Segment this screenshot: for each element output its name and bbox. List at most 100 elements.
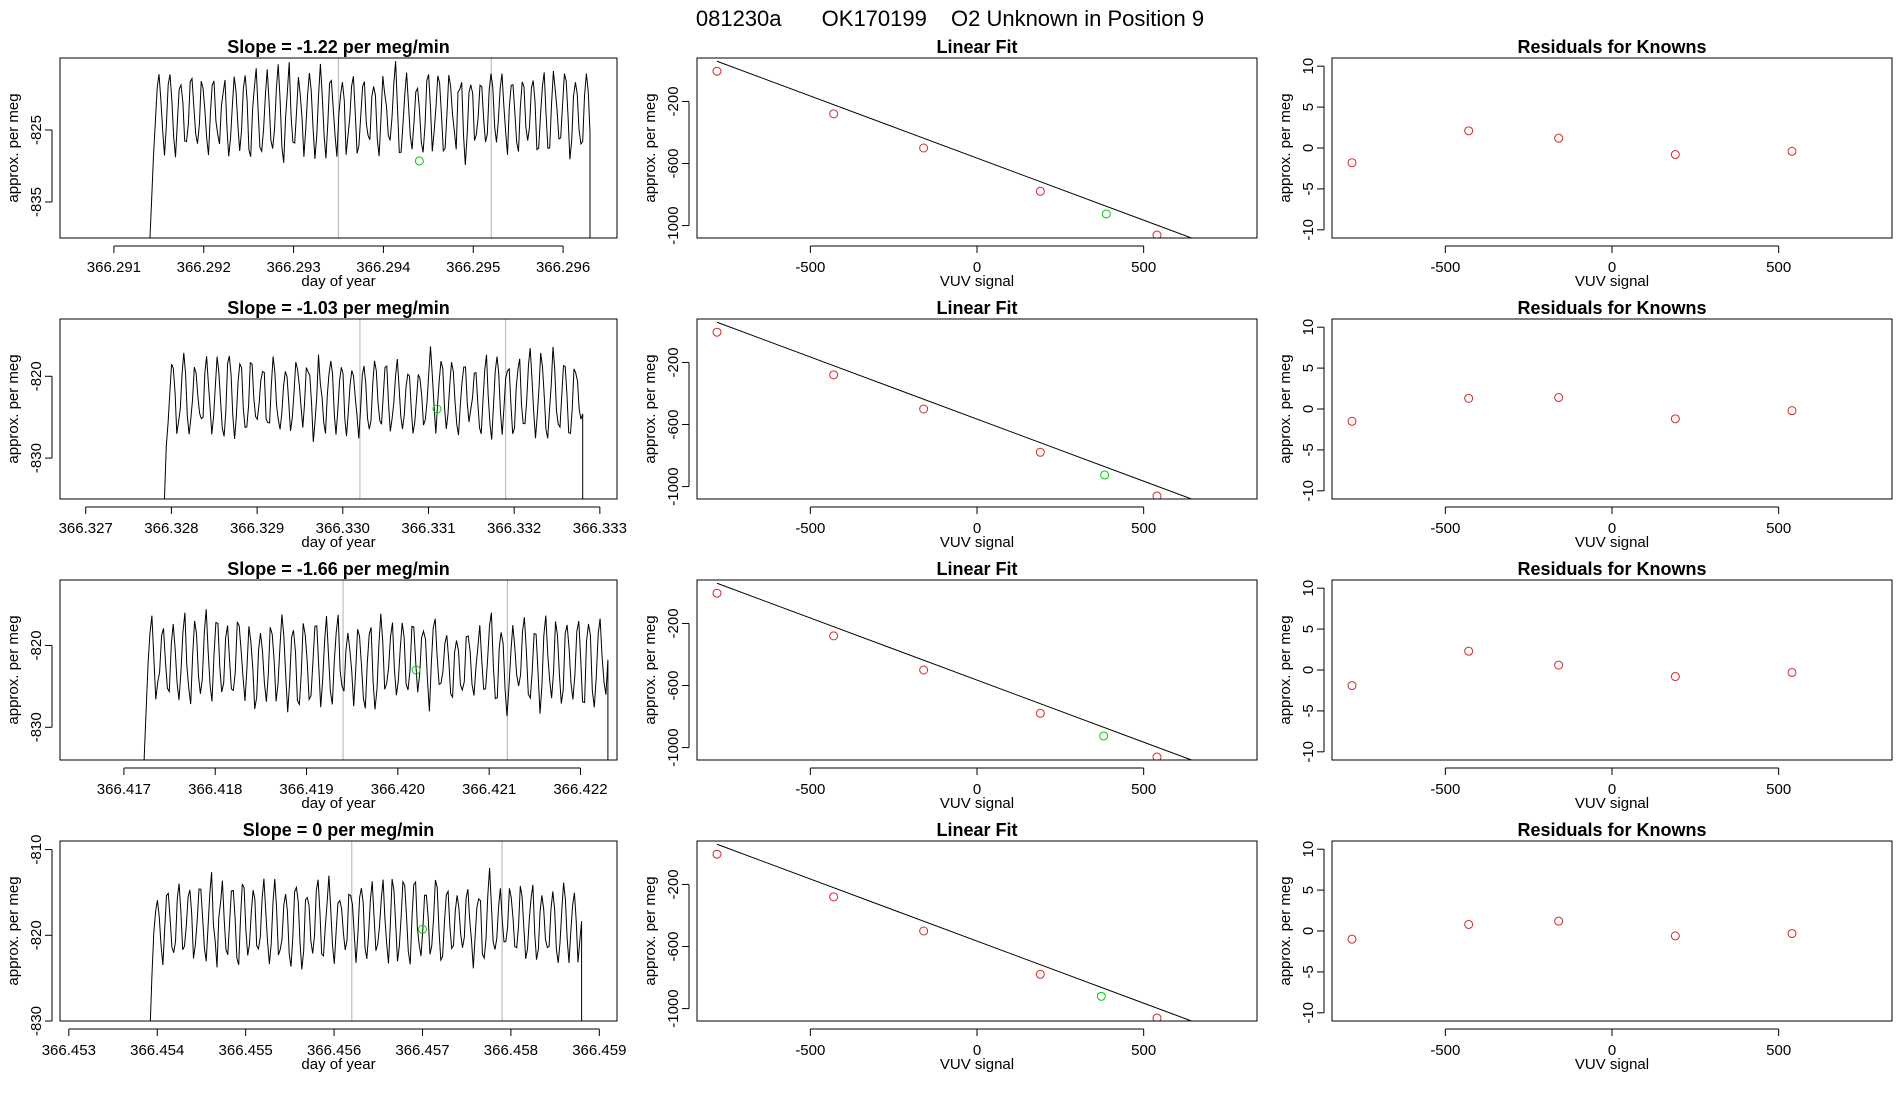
- x-tick-label: 366.330: [316, 520, 370, 537]
- x-tick-label: 0: [1608, 1042, 1616, 1059]
- y-tick-label: -1000: [665, 728, 682, 766]
- known-point-1: [712, 588, 722, 598]
- plot-frame-residuals-r4: [1331, 840, 1893, 1022]
- y-tick-label: 10: [1300, 58, 1317, 75]
- x-tick-label: 366.294: [356, 259, 410, 276]
- known-point-3: [919, 926, 929, 936]
- y-axis-label: approx. per meg: [642, 354, 659, 463]
- x-axis-label: day of year: [301, 273, 375, 290]
- known-point-4: [1670, 414, 1680, 424]
- data-line-trace: [143, 609, 609, 760]
- x-tick-label: 500: [1131, 1042, 1156, 1059]
- known-point-5: [1787, 928, 1797, 938]
- x-tick-label: 366.296: [536, 259, 590, 276]
- y-axis-label: approx. per meg: [5, 876, 22, 985]
- y-tick-label: -600: [665, 410, 682, 440]
- known-point-3: [1554, 393, 1564, 403]
- plot-frame-timeseries-r2: [59, 318, 618, 500]
- plot-frame-residuals-r2: [1331, 318, 1893, 500]
- plot-area-residuals-r1: [1347, 126, 1797, 168]
- x-tick-label: 0: [1608, 259, 1616, 276]
- x-axis-label: VUV signal: [1575, 534, 1649, 551]
- plot-frame-linear-fit-r3: [696, 579, 1258, 761]
- known-point-4: [1035, 708, 1045, 718]
- panel-title-linear-fit-r1: Linear Fit: [936, 37, 1017, 57]
- plot-area-residuals-r2: [1347, 393, 1797, 426]
- plot-area-timeseries-r1: [149, 58, 591, 238]
- unknown-sample-point: [1099, 731, 1109, 741]
- x-tick-label: 366.329: [230, 520, 284, 537]
- y-tick-label: 10: [1300, 841, 1317, 858]
- x-tick-label: -500: [1430, 781, 1460, 798]
- known-point-3: [919, 143, 929, 153]
- panel-residuals-r2: Residuals for Knowns -500 0 500 VUV signal -1…: [1277, 298, 1893, 551]
- panel-linear-fit-r3: Linear Fit -500 0 500 VUV signal -200 -600 -100…: [642, 559, 1258, 812]
- known-point-4: [1035, 969, 1045, 979]
- known-point-2: [1464, 126, 1474, 136]
- known-point-2: [1464, 393, 1474, 403]
- x-tick-label: 366.457: [395, 1042, 449, 1059]
- panel-timeseries-r3: Slope = -1.66 per meg/min 366.417 366.418 3…: [5, 559, 618, 812]
- x-tick-label: 500: [1131, 259, 1156, 276]
- x-tick-label: 366.333: [573, 520, 627, 537]
- known-point-4: [1670, 150, 1680, 160]
- panel-timeseries-r2: Slope = -1.03 per meg/min 366.327 366.328 3…: [5, 298, 627, 551]
- y-tick-label: -820: [28, 361, 45, 391]
- x-tick-label: 366.293: [266, 259, 320, 276]
- unknown-sample-point: [411, 665, 421, 675]
- y-tick-label: 0: [1300, 927, 1317, 935]
- x-tick-label: 0: [1608, 520, 1616, 537]
- panel-residuals-r3: Residuals for Knowns -500 0 500 VUV signal -1…: [1277, 559, 1893, 812]
- y-axis-label: approx. per meg: [1277, 354, 1294, 463]
- data-line-trace: [163, 346, 584, 499]
- panel-grid: Slope = -1.22 per meg/min 366.291 366.292 3…: [5, 37, 1893, 1073]
- known-point-1: [1347, 681, 1357, 691]
- known-point-2: [829, 370, 839, 380]
- x-tick-label: -500: [795, 1042, 825, 1059]
- y-tick-label: 10: [1300, 580, 1317, 597]
- x-axis-label: VUV signal: [940, 273, 1014, 290]
- y-tick-label: -810: [28, 835, 45, 865]
- x-tick-label: -500: [1430, 259, 1460, 276]
- unknown-sample-point: [1100, 470, 1110, 480]
- data-line-trace: [149, 61, 591, 238]
- panel-title-residuals-r1: Residuals for Knowns: [1517, 37, 1706, 57]
- x-tick-label: 500: [1766, 520, 1791, 537]
- fit-line: [716, 582, 1194, 760]
- x-tick-label: 366.419: [279, 781, 333, 798]
- plot-area-linear-fit-r3: [712, 582, 1194, 760]
- x-axis-label: VUV signal: [1575, 795, 1649, 812]
- x-tick-label: 366.454: [130, 1042, 184, 1059]
- known-point-4: [1035, 447, 1045, 457]
- x-tick-label: 366.456: [307, 1042, 361, 1059]
- x-axis-label: day of year: [301, 534, 375, 551]
- y-tick-label: 0: [1300, 666, 1317, 674]
- x-tick-label: 366.459: [572, 1042, 626, 1059]
- known-point-1: [712, 327, 722, 337]
- unknown-sample-point: [417, 924, 427, 934]
- unknown-sample-point: [432, 404, 442, 414]
- known-point-4: [1035, 186, 1045, 196]
- y-tick-label: -600: [665, 932, 682, 962]
- panel-title-timeseries-r1: Slope = -1.22 per meg/min: [227, 37, 450, 57]
- known-point-3: [1554, 916, 1564, 926]
- x-tick-label: 0: [1608, 781, 1616, 798]
- panel-timeseries-r4: Slope = 0 per meg/min 366.453 366.454 366.4…: [5, 820, 626, 1073]
- plot-frame-residuals-r1: [1331, 57, 1893, 239]
- panel-title-timeseries-r4: Slope = 0 per meg/min: [243, 820, 435, 840]
- x-tick-label: 366.331: [401, 520, 455, 537]
- figure-title-desc: O2 Unknown in Position 9: [951, 6, 1204, 31]
- known-point-5: [1787, 406, 1797, 416]
- x-tick-label: -500: [1430, 520, 1460, 537]
- x-tick-label: 366.422: [553, 781, 607, 798]
- x-tick-label: 500: [1766, 781, 1791, 798]
- x-tick-label: 366.328: [144, 520, 198, 537]
- y-tick-label: -830: [28, 443, 45, 473]
- y-axis-label: approx. per meg: [5, 93, 22, 202]
- y-axis-label: approx. per meg: [1277, 615, 1294, 724]
- y-tick-label: -5: [1300, 182, 1317, 195]
- plot-area-linear-fit-r4: [712, 843, 1194, 1021]
- figure-title-tank: OK170199: [822, 6, 927, 31]
- y-tick-label: -200: [665, 347, 682, 377]
- x-tick-label: 366.421: [462, 781, 516, 798]
